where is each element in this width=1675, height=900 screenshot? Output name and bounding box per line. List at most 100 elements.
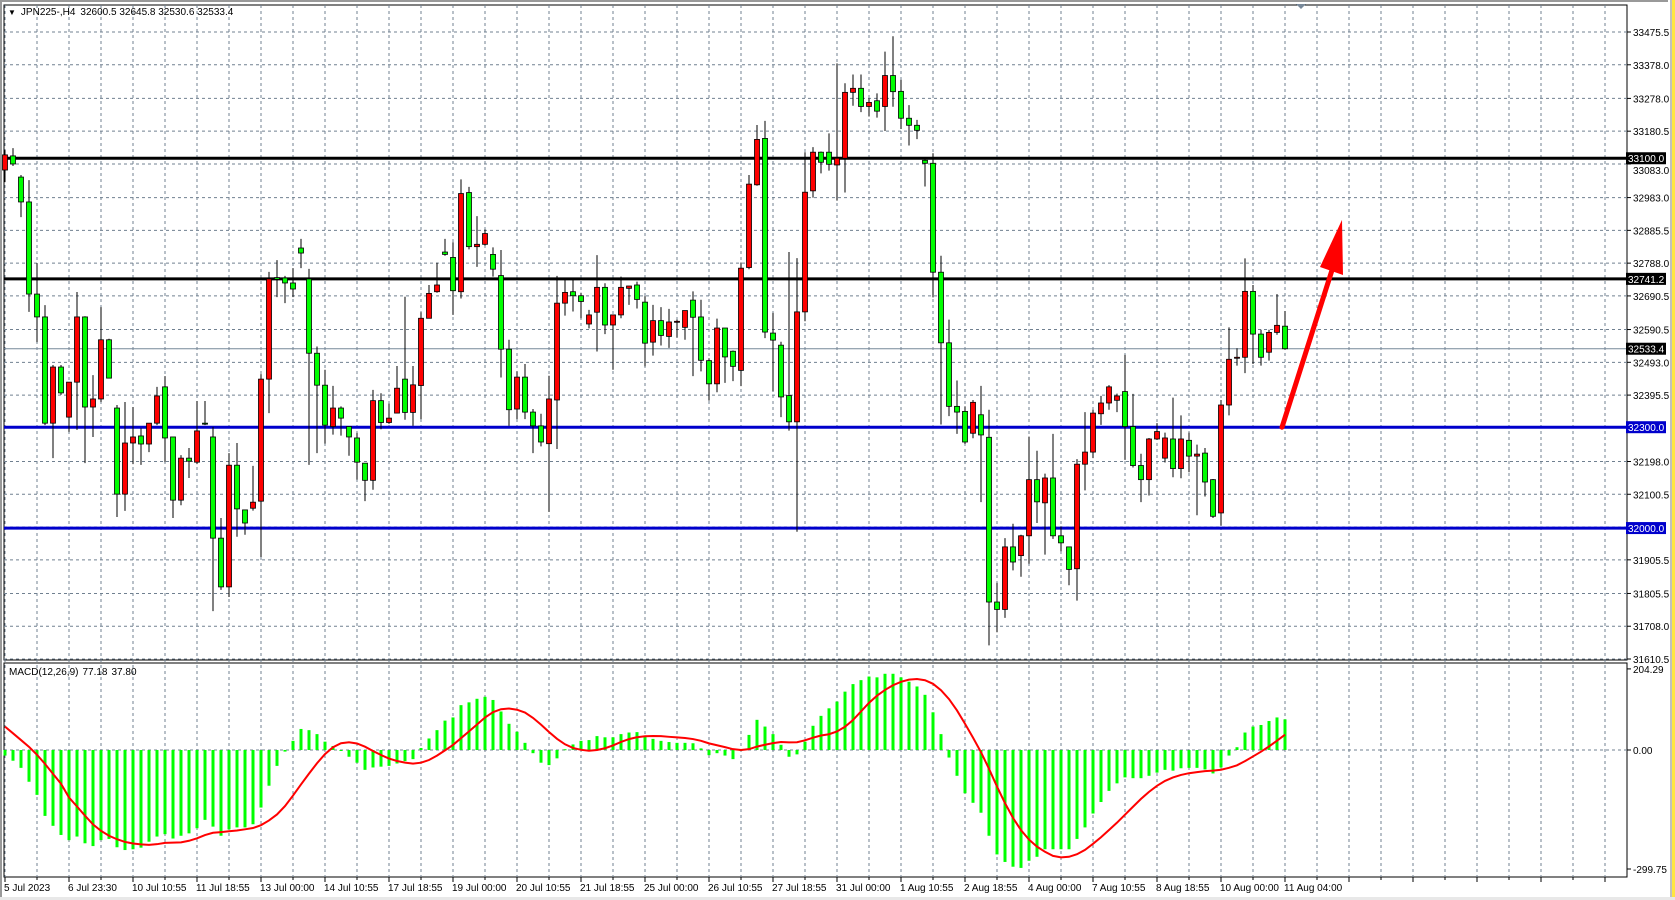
macd-histogram-bar: [1163, 750, 1167, 770]
macd-histogram-bar: [323, 741, 327, 750]
candle-bullish: [1146, 438, 1152, 481]
chart-shift-marker-icon[interactable]: [1296, 4, 1306, 9]
level-price-label-box: [1626, 152, 1666, 165]
macd-histogram-bar: [91, 750, 95, 847]
price-axis-label: 32788.0: [1633, 259, 1670, 270]
macd-histogram-bar: [1067, 750, 1071, 850]
macd-histogram-bar: [987, 750, 991, 836]
macd-histogram-bar: [1107, 750, 1111, 791]
macd-histogram-bar: [603, 737, 607, 750]
macd-histogram-bar: [531, 750, 535, 754]
macd-histogram-bar: [467, 702, 471, 750]
candle-bullish: [1234, 356, 1240, 359]
time-axis-label: 14 Jul 10:55: [324, 883, 379, 894]
price-axis-label: 32590.5: [1633, 326, 1670, 337]
macd-histogram-bar: [1083, 750, 1087, 828]
macd-histogram-bar: [931, 712, 935, 750]
candle-bullish: [266, 278, 272, 380]
macd-histogram-bar: [459, 705, 463, 750]
candle-bullish: [810, 151, 816, 192]
macd-histogram-bar: [419, 748, 423, 750]
candle-bearish: [1058, 535, 1064, 544]
candle-bearish: [202, 422, 208, 425]
macd-histogram-bar: [747, 734, 751, 750]
dropdown-triangle-icon[interactable]: ▼: [8, 8, 16, 17]
macd-histogram-bar: [147, 750, 151, 842]
time-axis-label: 2 Aug 18:55: [964, 883, 1018, 894]
macd-histogram-bar: [363, 750, 367, 770]
candle-bullish: [1218, 404, 1224, 514]
macd-histogram-bar: [379, 750, 383, 767]
macd-histogram-bar: [891, 673, 895, 750]
macd-axis-label: 204.29: [1633, 665, 1664, 676]
candle-bearish: [82, 316, 88, 408]
level-price-label: 32741.2: [1628, 275, 1665, 286]
macd-histogram-bar: [3, 750, 7, 756]
macd-histogram-bar: [923, 694, 927, 750]
macd-histogram-bar: [1051, 750, 1055, 850]
macd-histogram-bar: [947, 750, 951, 758]
candle-bearish: [506, 348, 512, 411]
candle-bullish: [562, 291, 568, 304]
candle-bullish: [1026, 479, 1032, 537]
time-axis-label: 27 Jul 18:55: [772, 883, 827, 894]
candle-bullish: [250, 501, 256, 509]
macd-histogram-bar: [883, 673, 887, 750]
macd-histogram-bar: [763, 726, 767, 750]
candle-bullish: [554, 302, 560, 401]
candle-bearish: [490, 253, 496, 270]
price-axis-label: 32395.5: [1633, 391, 1670, 402]
macd-histogram-bar: [403, 750, 407, 762]
macd-histogram-bar: [251, 750, 255, 825]
macd-histogram-bar: [11, 750, 15, 761]
macd-histogram-bar: [635, 732, 639, 750]
candle-bullish: [1226, 358, 1232, 406]
macd-histogram-bar: [611, 737, 615, 750]
symbol-label: JPN225-,H4: [20, 7, 76, 18]
candle-bullish: [474, 243, 480, 248]
macd-histogram-bar: [235, 750, 239, 828]
candle-bearish: [698, 316, 704, 361]
candle-bullish: [802, 191, 808, 313]
candle-bullish: [122, 442, 128, 495]
candle-bearish: [922, 159, 928, 164]
ohlc-readout: 32600.5 32645.8 32530.6 32533.4: [80, 7, 234, 18]
time-axis-label: 20 Jul 10:55: [516, 883, 571, 894]
candle-bearish: [930, 162, 936, 273]
macd-histogram-bar: [1019, 750, 1023, 868]
candle-bullish: [514, 376, 520, 410]
time-axis-label: 4 Aug 00:00: [1028, 883, 1082, 894]
macd-histogram-bar: [843, 691, 847, 750]
time-axis-label: 5 Jul 2023: [4, 883, 51, 894]
macd-histogram-bar: [211, 750, 215, 827]
candle-bearish: [18, 176, 24, 203]
time-axis-label: 10 Aug 00:00: [1220, 883, 1279, 894]
candle-bearish: [906, 117, 912, 126]
candle-bearish: [602, 286, 608, 326]
candle-bearish: [538, 425, 544, 443]
annotation-arrow-shaft[interactable]: [1279, 264, 1336, 430]
candle-bearish: [1186, 439, 1192, 457]
macd-histogram-bar: [955, 750, 959, 776]
bid-price-label-box: [1626, 342, 1666, 355]
macd-histogram-bar: [691, 743, 695, 750]
candle-bearish: [1170, 438, 1176, 469]
candle-bearish: [58, 366, 64, 394]
window-edge-highlight: [1672, 0, 1675, 900]
annotation-arrow-head[interactable]: [1320, 219, 1343, 275]
price-axis-label: 33083.0: [1633, 166, 1670, 177]
candle-bullish: [434, 284, 440, 293]
price-axis-label: 32198.0: [1633, 457, 1670, 468]
candle-bullish: [410, 384, 416, 413]
price-axis-label: 33278.0: [1633, 94, 1670, 105]
macd-histogram-bar: [347, 750, 351, 757]
price-axis-label: 31708.0: [1633, 622, 1670, 633]
candle-bearish: [242, 509, 248, 524]
candle-bearish: [570, 291, 576, 297]
macd-histogram-bar: [307, 730, 311, 750]
macd-histogram-bar: [427, 738, 431, 750]
candle-bullish: [794, 311, 800, 423]
candle-bullish: [370, 400, 376, 481]
